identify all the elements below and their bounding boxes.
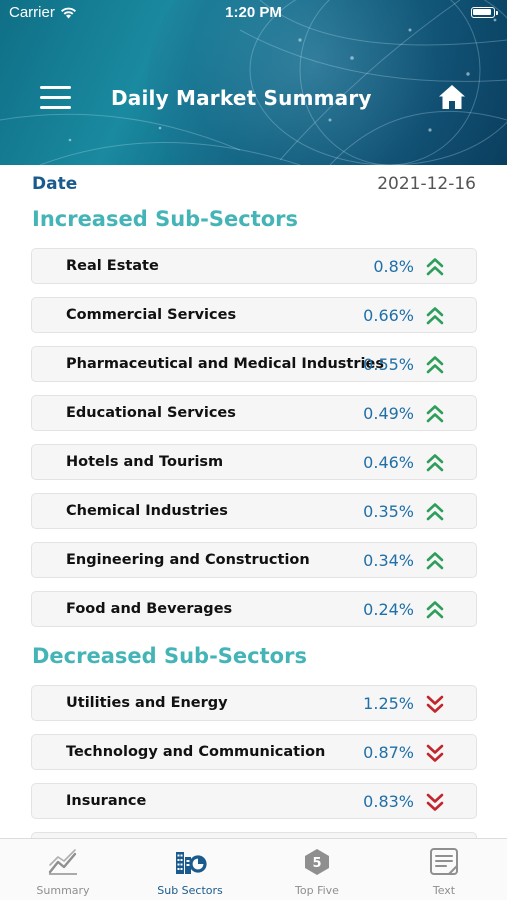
sector-name: Real Estate — [66, 258, 159, 274]
tab-label: Summary — [36, 884, 90, 897]
sector-name: Food and Beverages — [66, 601, 233, 617]
sector-change: 0.8% — [373, 257, 414, 276]
battery-icon — [471, 7, 498, 18]
wifi-icon — [60, 7, 76, 18]
double-chevron-up-icon — [426, 258, 444, 276]
tab-top-five[interactable]: 5 Top Five — [254, 839, 380, 900]
tab-sub-sectors[interactable]: Sub Sectors — [127, 839, 253, 900]
header-banner: Carrier 1:20 PM Daily Market Summary — [0, 0, 507, 165]
double-chevron-up-icon — [426, 307, 444, 325]
carrier-indicator: Carrier — [9, 4, 77, 21]
increased-row-chemical-industries[interactable]: Chemical Industries 0.35% — [31, 493, 477, 529]
increased-row-food-beverages[interactable]: Food and Beverages 0.24% — [31, 591, 477, 627]
buildings-pie-icon — [176, 852, 207, 874]
increased-row-real-estate[interactable]: Real Estate 0.8% — [31, 248, 477, 284]
increased-row-engineering-construction[interactable]: Engineering and Construction 0.34% — [31, 542, 477, 578]
double-chevron-up-icon — [426, 454, 444, 472]
sector-name: Utilities and Energy — [66, 695, 228, 711]
sector-change: 0.24% — [363, 600, 414, 619]
sector-name: Educational Services — [66, 405, 236, 421]
decreased-row-technology-communication[interactable]: Technology and Communication 0.87% — [31, 734, 477, 770]
increased-section-title: Increased Sub-Sectors — [32, 207, 299, 231]
tab-label: Sub Sectors — [157, 884, 223, 897]
globe-background — [147, 0, 507, 165]
double-chevron-down-icon — [426, 695, 444, 713]
decreased-section-title: Decreased Sub-Sectors — [32, 644, 307, 668]
bottom-tab-bar: Summary Sub Sectors — [0, 838, 507, 900]
double-chevron-up-icon — [426, 552, 444, 570]
sector-change: 0.35% — [363, 502, 414, 521]
date-row: Date 2021-12-16 — [32, 172, 476, 196]
double-chevron-up-icon — [426, 405, 444, 423]
status-time: 1:20 PM — [225, 4, 282, 21]
double-chevron-up-icon — [426, 503, 444, 521]
tab-label: Text — [432, 884, 456, 897]
increased-row-commercial-services[interactable]: Commercial Services 0.66% — [31, 297, 477, 333]
sector-name: Hotels and Tourism — [66, 454, 224, 470]
sector-name: Commercial Services — [66, 307, 237, 323]
page-title: Daily Market Summary — [111, 86, 372, 110]
double-chevron-up-icon — [426, 601, 444, 619]
sector-change: 0.66% — [363, 306, 414, 325]
decreased-row-utilities-energy[interactable]: Utilities and Energy 1.25% — [31, 685, 477, 721]
double-chevron-up-icon — [426, 356, 444, 374]
sector-change: 0.46% — [363, 453, 414, 472]
sector-name: Technology and Communication — [66, 744, 326, 760]
tab-summary[interactable]: Summary — [0, 839, 126, 900]
increased-row-educational-services[interactable]: Educational Services 0.49% — [31, 395, 477, 431]
top-five-badge-number: 5 — [312, 856, 321, 871]
sector-name: Chemical Industries — [66, 503, 228, 519]
sector-name: Pharmaceutical and Medical Industries — [66, 356, 384, 372]
hamburger-menu-icon[interactable] — [40, 86, 71, 110]
sector-change: 1.25% — [363, 694, 414, 713]
tab-text[interactable]: Text — [381, 839, 507, 900]
double-chevron-down-icon — [426, 793, 444, 811]
sector-change: 0.49% — [363, 404, 414, 423]
top-five-badge-icon: 5 — [305, 849, 329, 875]
sector-change: 0.34% — [363, 551, 414, 570]
home-icon[interactable] — [438, 84, 466, 110]
tab-label: Top Five — [295, 884, 339, 897]
sector-change: 0.55% — [363, 355, 414, 374]
sector-name: Engineering and Construction — [66, 552, 310, 568]
status-bar: Carrier 1:20 PM — [0, 0, 507, 28]
sector-change: 0.87% — [363, 743, 414, 762]
double-chevron-down-icon — [426, 744, 444, 762]
sector-change: 0.83% — [363, 792, 414, 811]
date-value: 2021-12-16 — [377, 174, 476, 194]
sector-name: Insurance — [66, 793, 147, 809]
increased-row-pharmaceutical[interactable]: Pharmaceutical and Medical Industries 0.… — [31, 346, 477, 382]
document-text-icon — [430, 848, 458, 875]
carrier-label: Carrier — [9, 4, 55, 21]
decreased-row-insurance[interactable]: Insurance 0.83% — [31, 783, 477, 819]
increased-row-hotels-tourism[interactable]: Hotels and Tourism 0.46% — [31, 444, 477, 480]
network-lines-decoration — [0, 0, 507, 165]
date-label: Date — [32, 174, 78, 194]
line-chart-icon — [48, 849, 77, 875]
